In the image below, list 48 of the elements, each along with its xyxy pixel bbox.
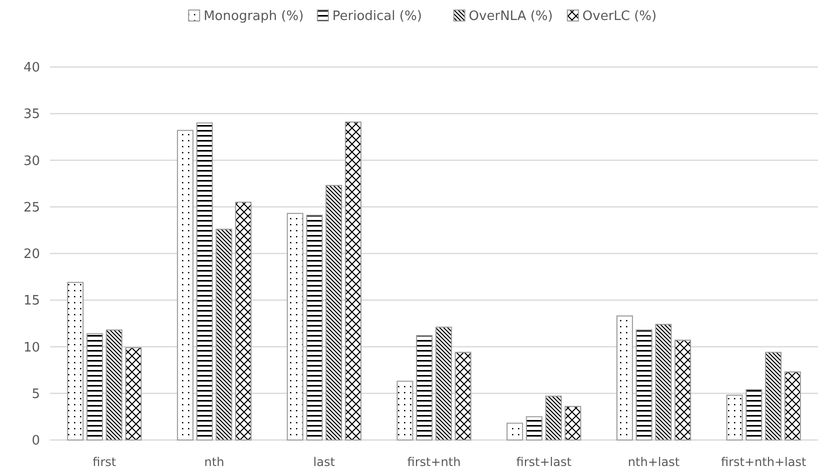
x-tick-label: first+nth+last — [721, 455, 806, 469]
bar — [396, 380, 414, 440]
bar — [765, 352, 782, 440]
y-tick-label: 35 — [23, 107, 40, 122]
x-tick-label: last — [313, 455, 336, 469]
bar — [86, 333, 103, 440]
bar — [286, 212, 304, 440]
bar — [784, 371, 801, 440]
bar — [655, 324, 672, 440]
bar — [564, 406, 582, 440]
bar — [674, 340, 692, 440]
x-tick-label: first — [92, 455, 116, 469]
bar — [306, 214, 323, 440]
bar — [216, 228, 232, 440]
bar — [235, 202, 252, 440]
bar — [506, 422, 524, 440]
bar — [67, 282, 84, 440]
bar — [344, 122, 362, 440]
y-tick-label: 40 — [23, 60, 40, 76]
bar — [435, 326, 452, 440]
bar — [726, 394, 743, 440]
x-tick-label: nth — [204, 455, 224, 469]
bar — [616, 315, 633, 440]
y-tick-label: 0 — [32, 434, 40, 449]
y-tick-label: 10 — [23, 340, 40, 356]
bar — [746, 389, 762, 440]
bar — [176, 130, 194, 440]
y-tick-label: 30 — [23, 154, 40, 169]
x-tick-label: first+nth — [407, 455, 461, 469]
x-tick-label: first+last — [516, 455, 572, 469]
legend-label: Monograph (%) — [204, 9, 304, 24]
x-tick-label: nth+last — [628, 455, 680, 469]
bar — [326, 184, 342, 440]
y-tick-label: 5 — [32, 386, 40, 402]
bar — [125, 347, 142, 440]
bar — [636, 329, 652, 440]
y-tick-label: 15 — [23, 294, 40, 309]
legend-label: OverLC (%) — [582, 9, 657, 24]
bar — [106, 329, 122, 440]
bar — [526, 416, 542, 440]
bar — [196, 122, 213, 440]
legend-label: Periodical (%) — [332, 9, 422, 24]
bar — [545, 396, 562, 440]
y-tick-label: 25 — [23, 200, 40, 216]
bar — [416, 335, 433, 440]
y-tick-label: 20 — [23, 247, 40, 262]
legend-label: OverNLA (%) — [468, 9, 553, 24]
bar — [454, 352, 472, 440]
